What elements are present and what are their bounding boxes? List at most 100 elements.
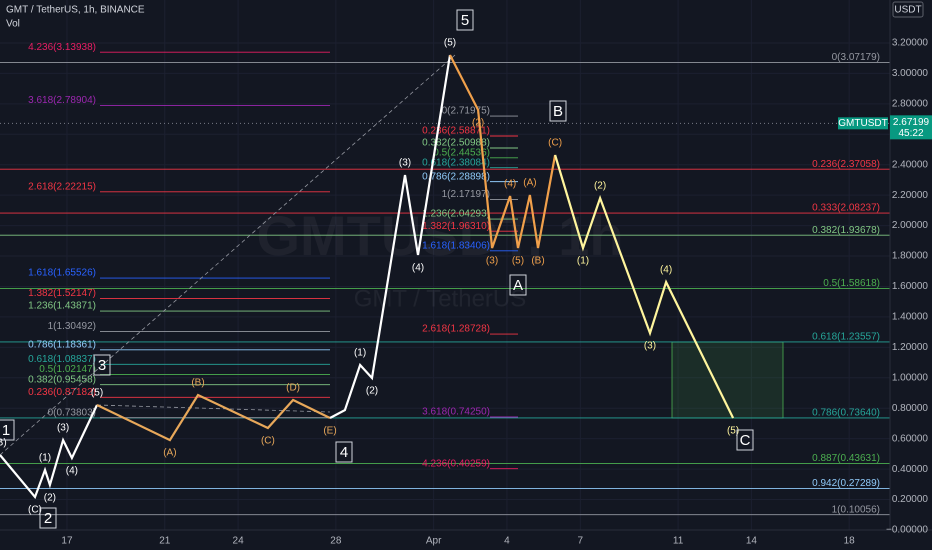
wave-label: (2) [366,386,378,397]
wave-box [335,441,353,463]
wave-label: (A) [163,448,176,459]
price-value: 2.67199 [893,117,930,128]
fib-label: 0(3.07179) [832,52,880,63]
wave-label: (3) [644,341,656,352]
x-tick-label: 17 [61,536,73,547]
y-tick-label: 1.60000 [892,281,929,292]
fib-label: 0.333(2.08237) [812,203,880,214]
price-tag [838,117,888,130]
fib-label: 0.5(1.02147) [39,364,96,375]
trend-line [96,404,331,413]
fib-label: 0.5(2.44536) [433,147,490,158]
y-tick-label: 0.20000 [892,494,929,505]
wave-box [93,354,111,376]
y-tick-label: 3.20000 [892,38,929,49]
wave-box [509,274,527,296]
wave-label: (1) [39,453,51,464]
fib-label: 0.786(0.73640) [812,408,880,419]
fib-label: 0.786(2.28898) [422,171,490,182]
wave-label: (4) [412,263,424,274]
wave-label: (5) [91,388,103,399]
wave-box [456,9,474,31]
fib-label: 1.236(1.43871) [28,301,96,312]
fib-label: 1.382(1.52147) [28,288,96,299]
wave-box-label: C [740,432,751,449]
wave-label: (2) [44,493,56,504]
fib-label: 0.618(2.38084) [422,157,490,168]
wave-box-label: 1 [2,422,10,439]
wave-label: (E) [323,426,336,437]
wave-label: (3) [57,423,69,434]
wave-box-label: A [513,277,523,294]
x-tick-label: 28 [330,536,342,547]
x-tick-label: 21 [159,536,171,547]
wave-label: (B) [191,378,204,389]
watermark-sub: GMT / TetherUS [354,285,527,312]
fib-label: 1(0.10056) [832,504,880,515]
fib-label: 4.236(0.40259) [422,458,490,469]
wave-label: (4) [66,466,78,477]
fib-label: 2.618(2.22215) [28,181,96,192]
wave-label: (5) [727,426,739,437]
currency: USDT [894,5,921,16]
y-tick-label: 2.20000 [892,190,929,201]
chart-title: GMT / TetherUS, 1h, BINANCE [6,5,145,16]
fib-label: 0.382(1.93678) [812,225,880,236]
fib-label: 0(2.71975) [442,106,490,117]
y-tick-label: 0.60000 [892,433,929,444]
wave-box-label: B [553,103,563,120]
waves: (B) (C) (1) (2) (3) (4) (5) (A) (B) (C) (D) (E) (1) (… [0,38,739,516]
y-tick-label: 2.40000 [892,159,929,170]
wave-label: (C) [261,436,275,447]
wave-box [736,429,754,451]
fib-label: 2.618(1.28728) [422,324,490,335]
fib-label: 4.236(3.13938) [28,42,96,53]
wave-label: (A) [523,178,536,189]
wave-label: (2) [594,181,606,192]
x-tick-label: 24 [233,536,245,547]
wave-label: (D) [286,383,300,394]
wave-box-label: 2 [44,510,52,527]
wave-line [449,54,557,249]
currency-badge[interactable] [892,1,924,18]
wave-box [39,507,57,529]
wave-box [549,100,567,122]
y-tick-label: 0.40000 [892,464,929,475]
y-tick-label: 1.20000 [892,342,929,353]
y-tick-label: 3.00000 [892,68,929,79]
chart-subtitle: Vol [6,19,20,30]
fib-label: 0.236(2.37058) [812,159,880,170]
x-tick-label: Apr [426,536,442,547]
wave-label: (3) [486,256,498,267]
grid [0,0,890,531]
wave-box-label: 3 [98,357,106,374]
price-badge [890,115,932,140]
wave-label: (C) [28,505,42,516]
fib-label: 1.236(2.04293) [422,209,490,220]
x-tick-label: 18 [844,536,856,547]
boxed-labels: 1 2 3 4 5 A B C [0,9,754,529]
fib-label: 0.236(2.58871) [422,126,490,137]
fib-label: 1.618(1.83406) [422,240,490,251]
wave-line [0,404,98,500]
y-tick-label: 1.40000 [892,312,929,323]
wave-label: (2) [472,118,484,129]
x-tick-label: 14 [746,536,758,547]
fib-label: 0.618(1.23557) [812,332,880,343]
fib-label: 1(2.17197) [442,189,490,200]
wave-line [96,393,331,442]
wave-label: (3) [399,158,411,169]
fib-label: 0.236(0.87182) [28,387,96,398]
wave-label: (5) [444,38,456,49]
fib-label: 0.382(0.95458) [28,374,96,385]
fib-label: 0.786(1.18361) [28,339,96,350]
fib-label: 0(0.73803) [48,407,96,418]
wave-label: (C) [548,138,562,149]
wave-line [554,154,735,419]
fib-label: 0.5(1.58618) [823,278,880,289]
y-tick-label: −0.00000 [886,525,928,536]
axes: 3.200003.000002.800002.600002.400002.200… [61,38,932,547]
price-axis [890,0,932,550]
